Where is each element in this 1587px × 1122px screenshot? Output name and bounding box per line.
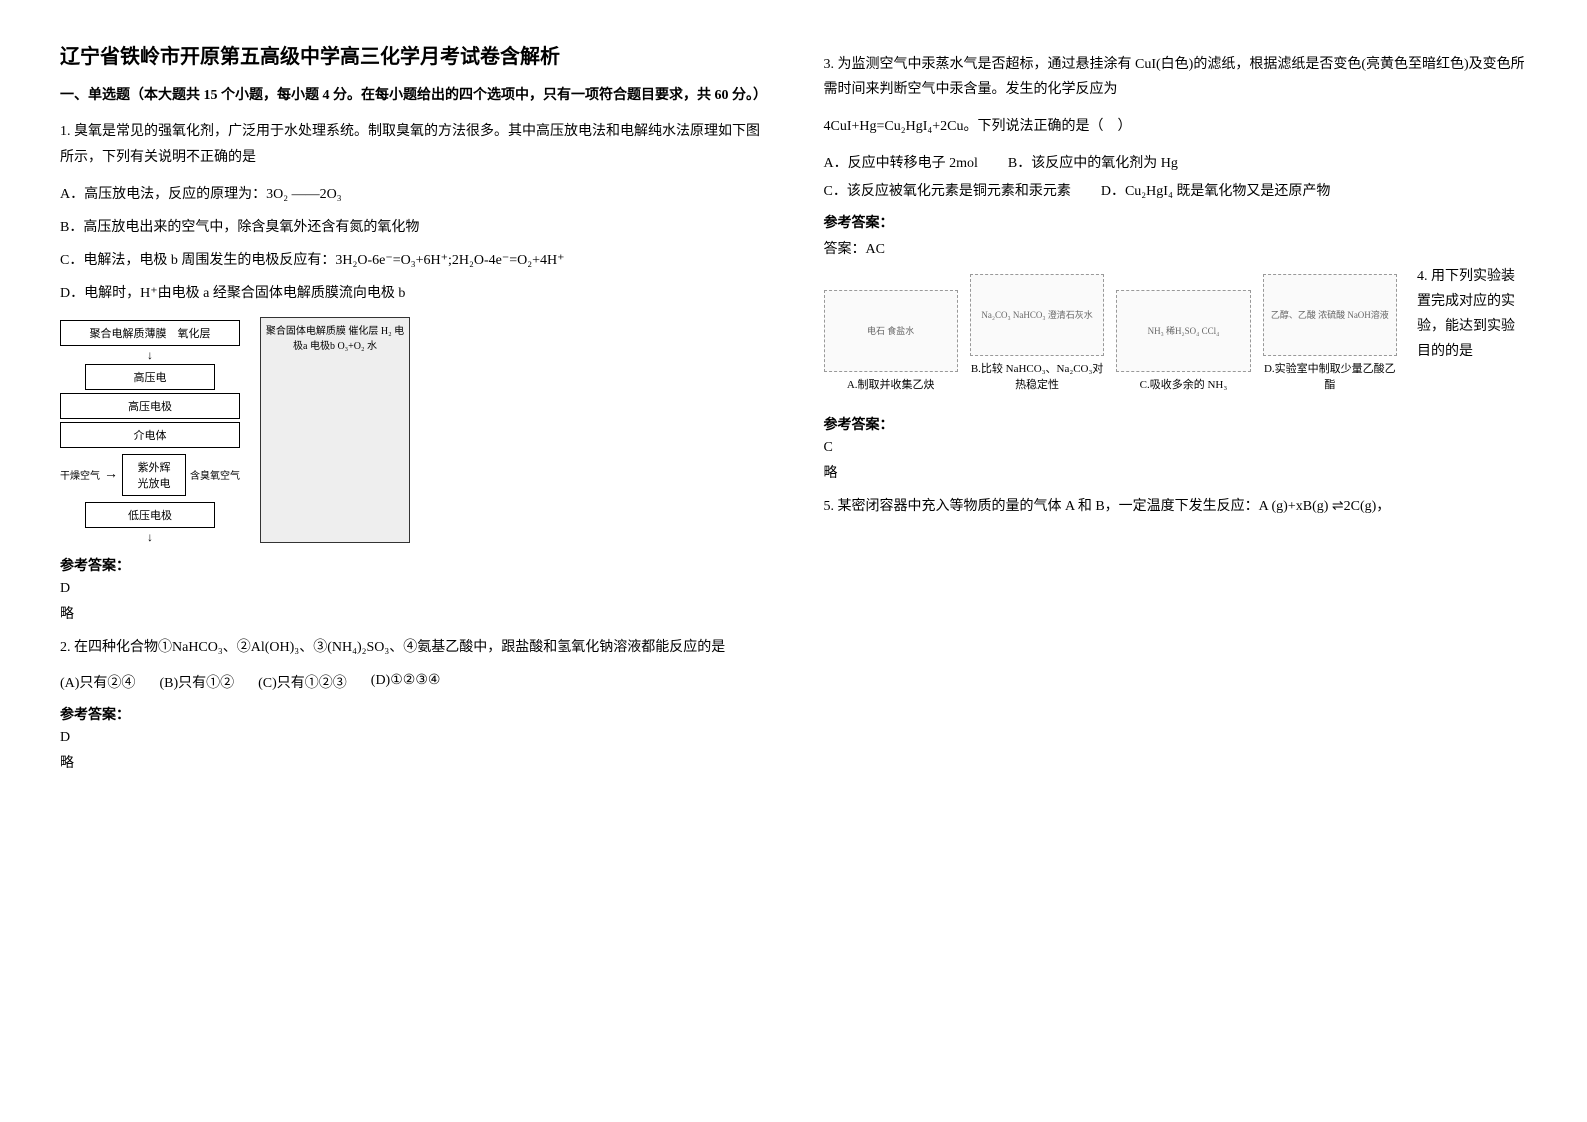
q3-optD: D．Cu₂HgI₄ 既是氧化物又是还原产物: [1101, 180, 1330, 200]
q1-optD: D．电解时，H⁺由电极 a 经聚合固体电解质膜流向电极 b: [60, 281, 764, 306]
q1-diagram-right: 聚合固体电解质膜 催化层 H₂ 电极a 电极b O₃+O₂ 水: [260, 317, 410, 543]
diagram-box: 聚合电解质薄膜 氧化层: [60, 320, 240, 346]
left-column: 辽宁省铁岭市开原第五高级中学高三化学月考试卷含解析 一、单选题（本大题共 15 …: [60, 40, 764, 778]
exp-figure: 电石 食盐水: [824, 290, 958, 372]
q4-expD: 乙醇、乙酸 浓硫酸 NaOH溶液 D.实验室中制取少量乙酸乙酯: [1263, 274, 1397, 392]
q3-stem1: 3. 为监测空气中汞蒸水气是否超标，通过悬挂涂有 CuI(白色)的滤纸，根据滤纸…: [824, 52, 1528, 102]
arrow-icon: →: [104, 467, 118, 483]
page-title: 辽宁省铁岭市开原第五高级中学高三化学月考试卷含解析: [60, 40, 764, 69]
q1-diagram-left: 聚合电解质薄膜 氧化层 ↓ 高压电 高压电极 介电体 干燥空气 → 紫外辉光放电…: [60, 317, 240, 543]
q1-optA: A．高压放电法，反应的原理为：3O₂ ——2O₃: [60, 182, 764, 207]
exp-caption: B.比较 NaHCO₃、Na₂CO₃对热稳定性: [970, 360, 1104, 392]
q2-optA: (A)只有②④: [60, 672, 135, 692]
q4-wrap: 电石 食盐水 A.制取并收集乙炔 Na₂CO₃ NaHCO₃ 澄清石灰水 B.比…: [824, 264, 1528, 402]
q3-row1: A．反应中转移电子 2mol B．该反应中的氧化剂为 Hg: [824, 152, 1528, 172]
diagram-box: 介电体: [60, 422, 240, 448]
diagram-label: 含臭氧空气: [190, 467, 240, 482]
q4-expC: NH₃ 稀H₂SO₄ CCl₄ C.吸收多余的 NH₃: [1116, 290, 1250, 392]
q2-options: (A)只有②④ (B)只有①② (C)只有①②③ (D)①②③④: [60, 672, 764, 692]
q2-optD: (D)①②③④: [371, 672, 441, 692]
q1-note: 略: [60, 603, 764, 623]
diagram-box: 高压电: [85, 364, 215, 390]
q5-stem: 5. 某密闭容器中充入等物质的量的气体 A 和 B，一定温度下发生反应：A (g…: [824, 494, 1528, 519]
q3-answer: 答案：AC: [824, 238, 1528, 258]
arrow-icon: ↓: [60, 531, 240, 543]
q1-optC: C．电解法，电极 b 周围发生的电极反应有：3H₂O-6e⁻=O₃+6H⁺;2H…: [60, 248, 764, 273]
q1-answer: D: [60, 581, 764, 597]
answer-label: 参考答案：: [824, 212, 1528, 232]
q2-answer: D: [60, 730, 764, 746]
q4-answer: C: [824, 440, 1528, 456]
q3-optA: A．反应中转移电子 2mol: [824, 152, 978, 172]
diagram-box: 紫外辉光放电: [122, 454, 186, 496]
q1-diagram: 聚合电解质薄膜 氧化层 ↓ 高压电 高压电极 介电体 干燥空气 → 紫外辉光放电…: [60, 317, 764, 543]
q4-figures: 电石 食盐水 A.制取并收集乙炔 Na₂CO₃ NaHCO₃ 澄清石灰水 B.比…: [824, 264, 1398, 402]
q2-note: 略: [60, 752, 764, 772]
answer-label: 参考答案：: [824, 414, 1528, 434]
q2-stem: 2. 在四种化合物①NaHCO₃、②Al(OH)₃、③(NH₄)₂SO₃、④氨基…: [60, 635, 764, 660]
q3-stem2: 4CuI+Hg=Cu₂HgI₄+2Cu。下列说法正确的是（ ）: [824, 114, 1528, 139]
answer-label: 参考答案：: [60, 555, 764, 575]
diagram-label: 干燥空气: [60, 467, 100, 482]
q4-stem: 4. 用下列实验装置完成对应的实验，能达到实验目的的是: [1417, 264, 1527, 365]
q3-optC: C．该反应被氧化元素是铜元素和汞元素: [824, 180, 1071, 200]
exp-caption: A.制取并收集乙炔: [824, 376, 958, 392]
q4-expB: Na₂CO₃ NaHCO₃ 澄清石灰水 B.比较 NaHCO₃、Na₂CO₃对热…: [970, 274, 1104, 392]
exp-caption: C.吸收多余的 NH₃: [1116, 376, 1250, 392]
q4-note: 略: [824, 462, 1528, 482]
diagram-box: 高压电极: [60, 393, 240, 419]
q3-row2: C．该反应被氧化元素是铜元素和汞元素 D．Cu₂HgI₄ 既是氧化物又是还原产物: [824, 180, 1528, 200]
q1-stem: 1. 臭氧是常见的强氧化剂，广泛用于水处理系统。制取臭氧的方法很多。其中高压放电…: [60, 119, 764, 169]
exp-figure: NH₃ 稀H₂SO₄ CCl₄: [1116, 290, 1250, 372]
arrow-icon: ↓: [60, 349, 240, 361]
answer-label: 参考答案：: [60, 704, 764, 724]
q2-optC: (C)只有①②③: [258, 672, 347, 692]
exp-figure: 乙醇、乙酸 浓硫酸 NaOH溶液: [1263, 274, 1397, 356]
section-header: 一、单选题（本大题共 15 个小题，每小题 4 分。在每小题给出的四个选项中，只…: [60, 85, 764, 107]
q2-optB: (B)只有①②: [159, 672, 234, 692]
exp-figure: Na₂CO₃ NaHCO₃ 澄清石灰水: [970, 274, 1104, 356]
exp-caption: D.实验室中制取少量乙酸乙酯: [1263, 360, 1397, 392]
right-column: 3. 为监测空气中汞蒸水气是否超标，通过悬挂涂有 CuI(白色)的滤纸，根据滤纸…: [824, 40, 1528, 778]
q1-optB: B．高压放电出来的空气中，除含臭氧外还含有氮的氧化物: [60, 215, 764, 240]
q4-expA: 电石 食盐水 A.制取并收集乙炔: [824, 290, 958, 392]
diagram-box: 低压电极: [85, 502, 215, 528]
q3-optB: B．该反应中的氧化剂为 Hg: [1008, 152, 1178, 172]
